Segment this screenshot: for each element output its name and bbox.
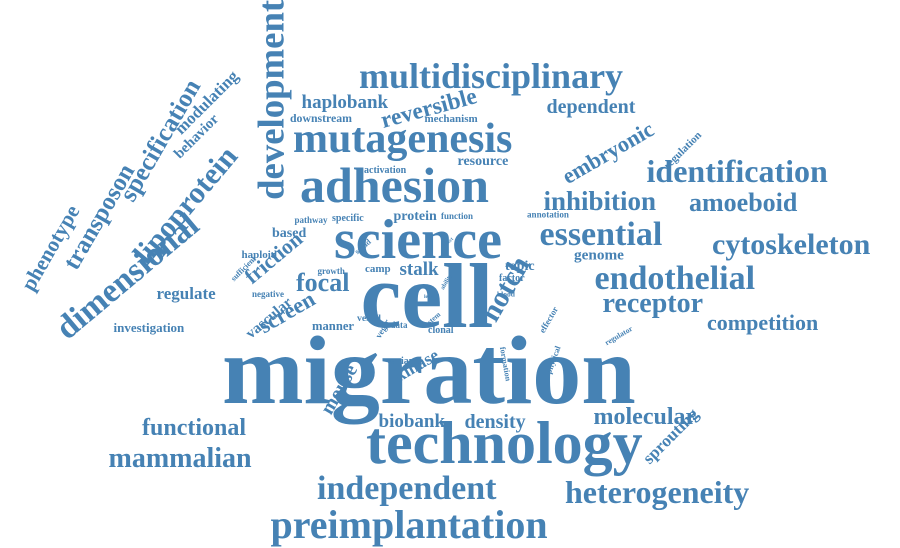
word-downstream: downstream [290,111,352,125]
word-identification: identification [646,153,828,189]
word-competition: competition [707,310,819,335]
word-cytoskeleton: cytoskeleton [712,228,871,261]
word-mechanism: mechanism [424,113,478,125]
word-mammalian: mammalian [108,443,252,474]
word-resource: resource [457,154,509,169]
word-multidisciplinary: multidisciplinary [359,56,624,96]
word-adhesion: adhesion [300,157,489,213]
word-protein: protein [393,209,437,224]
word-manner: manner [312,319,355,333]
word-regulate: regulate [156,284,216,303]
word-focal: focal [296,268,350,297]
word-cell: cell [360,245,494,347]
word-haplobank: haplobank [301,92,389,113]
word-blood: blood [497,289,515,299]
word-inhibition: inhibition [543,186,657,216]
word-migration: migration [222,317,636,425]
word-topic: topic [505,259,535,274]
word-variance: variance [386,356,424,367]
word-molecular: molecular [593,404,697,430]
word-heterogeneity: heterogeneity [565,474,750,510]
word-independent: independent [317,470,497,507]
word-science: science [334,209,502,271]
word-clonal: clonal [428,325,454,336]
word-data: data [390,320,408,330]
word-factor: factor [499,273,525,284]
word-endothelial: endothelial [594,260,756,297]
word-genome: genome [574,246,624,264]
word-haploid: haploid [241,249,277,261]
word-activation: activation [364,165,407,176]
word-specific: specific [332,213,364,224]
word-pathway: pathway [294,215,328,225]
word-function: function [441,211,473,221]
word-vessel: vessel [357,313,382,324]
word-annotation: annotation [527,209,569,220]
word-biobank: biobank [378,411,446,432]
word-negative: negative [252,289,284,299]
word-development: development [250,0,292,200]
word-functional: functional [142,415,247,441]
word-amoeboid: amoeboid [689,188,798,217]
word-camp: camp [365,263,391,275]
word-dependent: dependent [546,96,636,118]
word-technology: technology [366,410,643,476]
word-lead: lead [424,294,434,300]
word-based: based [272,226,307,241]
word-stalk: stalk [399,259,439,280]
word-embryonic: embryonic [557,116,659,189]
word-receptor: receptor [602,288,704,319]
word-preimplantation: preimplantation [270,502,548,547]
word-essential: essential [539,216,663,253]
word-investigation: investigation [113,320,185,335]
word-growth: growth [317,266,345,276]
word-density: density [464,411,526,433]
word-mutagenesis: mutagenesis [293,116,513,162]
